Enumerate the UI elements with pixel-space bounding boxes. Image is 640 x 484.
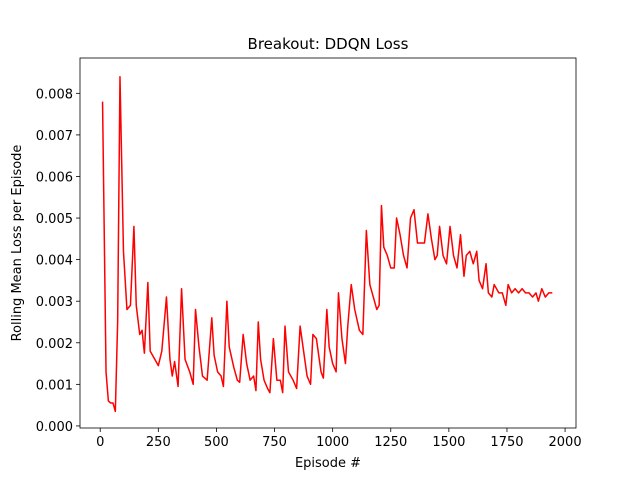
y-tick-label: 0.000 <box>36 420 73 435</box>
x-tick-label: 2000 <box>549 435 582 450</box>
x-tick-label: 1000 <box>316 435 349 450</box>
data-line <box>101 75 553 413</box>
chart-title: Breakout: DDQN Loss <box>248 35 409 53</box>
y-axis-label: Rolling Mean Loss per Episode <box>10 145 25 342</box>
y-tick-label: 0.001 <box>36 378 73 393</box>
axes-frame <box>79 57 577 429</box>
x-tick-label: 500 <box>204 435 229 450</box>
y-tick-label: 0.005 <box>36 212 73 227</box>
y-tick-label: 0.003 <box>36 295 73 310</box>
y-tick-label: 0.006 <box>36 170 73 185</box>
x-axis-label: Episode # <box>295 456 361 471</box>
y-tick-label: 0.008 <box>36 87 73 102</box>
x-tick-label: 0 <box>96 435 104 450</box>
x-tick-label: 750 <box>262 435 287 450</box>
x-tick-label: 1750 <box>490 435 523 450</box>
y-tick-label: 0.002 <box>36 337 73 352</box>
x-tick-label: 1500 <box>432 435 465 450</box>
x-tick-label: 1250 <box>374 435 407 450</box>
y-tick-label: 0.007 <box>36 129 73 144</box>
x-tick-label: 250 <box>146 435 171 450</box>
y-tick-label: 0.004 <box>36 254 73 269</box>
